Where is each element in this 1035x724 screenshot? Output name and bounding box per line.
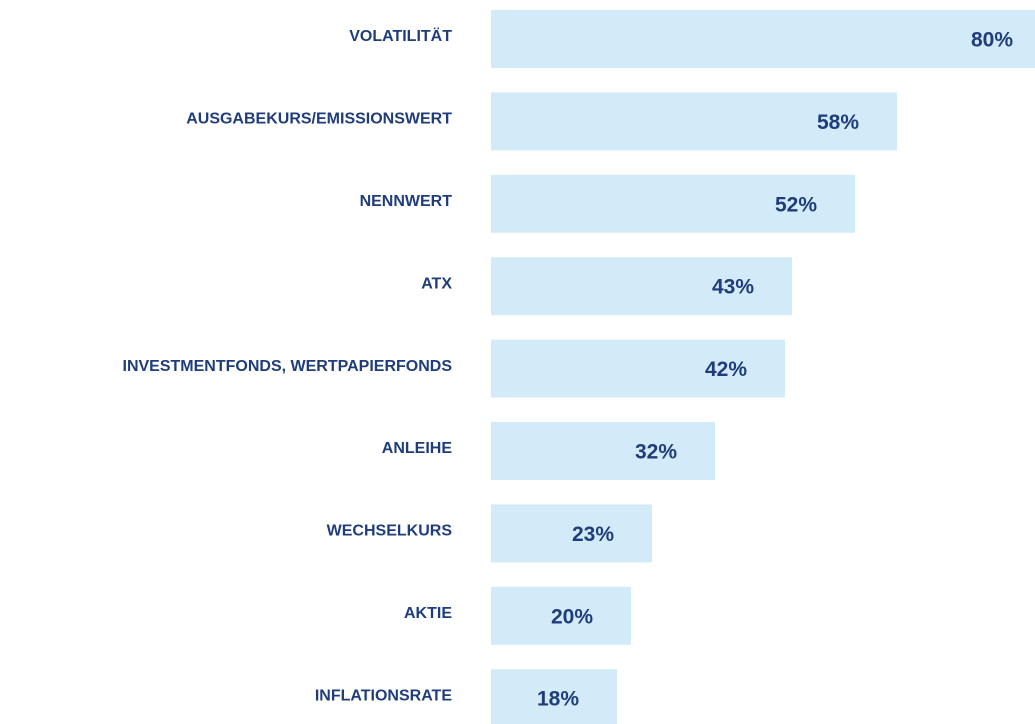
category-label: INVESTMENTFONDS, WERTPAPIERFONDS — [123, 358, 453, 375]
value-label: 42% — [705, 358, 747, 381]
bar — [491, 10, 1035, 68]
bar — [491, 422, 715, 480]
category-label: NENNWERT — [360, 193, 453, 210]
category-label: WECHSELKURS — [327, 523, 453, 540]
value-label: 18% — [537, 688, 579, 711]
category-label: AKTIE — [404, 605, 452, 622]
category-label: AUSGABEKURS/EMISSIONSWERT — [186, 111, 452, 128]
bar — [491, 504, 652, 563]
value-label: 43% — [712, 276, 754, 299]
value-label: 23% — [572, 523, 614, 546]
value-label: 80% — [971, 29, 1013, 52]
bar — [491, 257, 792, 316]
bar — [491, 92, 897, 151]
bar — [491, 339, 785, 398]
category-label: VOLATILITÄT — [349, 27, 452, 45]
category-label: ANLEIHE — [382, 440, 453, 457]
value-label: 20% — [551, 605, 593, 628]
value-label: 58% — [817, 111, 859, 134]
category-label: ATX — [421, 275, 452, 292]
value-label: 52% — [775, 193, 817, 216]
bar — [491, 586, 631, 645]
category-label: INFLATIONSRATE — [315, 687, 453, 704]
value-label: 32% — [635, 441, 677, 464]
bar — [491, 669, 617, 724]
bar — [491, 174, 855, 233]
